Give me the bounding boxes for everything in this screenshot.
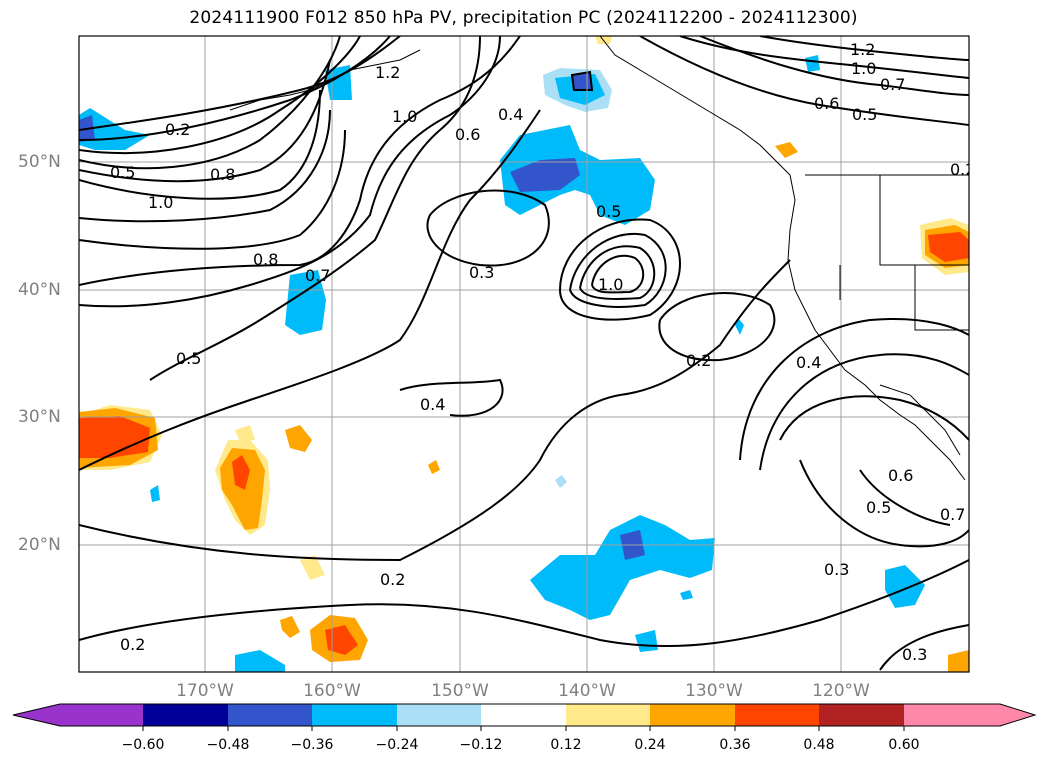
contour-label: 0.4 (420, 395, 445, 414)
contour-label: 0.8 (210, 165, 235, 184)
colorbar-bin (735, 704, 819, 726)
contour-label: 1.0 (851, 59, 876, 78)
lat-label-30n: 30°N (18, 407, 61, 427)
colorbar-tick-label: −0.12 (459, 737, 503, 753)
contour-label: 0.5 (596, 202, 621, 221)
colorbar-tick-label: −0.36 (290, 737, 334, 753)
contour-label: 0.6 (814, 94, 839, 113)
lat-label-40n: 40°N (18, 280, 61, 300)
contour-label: 0.2 (380, 570, 405, 589)
colorbar-ticks (142, 726, 905, 731)
contour-label: 0.2 (686, 351, 711, 370)
colorbar-tick-label: −0.48 (206, 737, 250, 753)
map-frame (78, 35, 970, 673)
contour-label: 0.4 (498, 105, 523, 124)
contour-label: 1.0 (598, 275, 623, 294)
contour-label: 0.3 (469, 263, 494, 282)
colorbar-bin (228, 704, 312, 726)
colorbar-tick-label: 0.24 (634, 737, 666, 753)
lon-label-120w: 120°W (812, 681, 870, 701)
map-title: 2024111900 F012 850 hPa PV, precipitatio… (189, 8, 858, 28)
lon-label-140w: 140°W (558, 681, 616, 701)
colorbar-bin (13, 704, 143, 726)
colorbar-tick-label: −0.24 (375, 737, 419, 753)
contour-label: 1.2 (850, 40, 875, 59)
colorbar-bin (904, 704, 1035, 726)
contour-label: 0.6 (455, 125, 480, 144)
colorbar-bin (819, 704, 904, 726)
pv-contours (79, 36, 969, 671)
colorbar-tick-label: −0.60 (121, 737, 165, 753)
colorbar-bin (481, 704, 566, 726)
lat-label-20n: 20°N (18, 535, 61, 555)
contour-label: 0.4 (796, 353, 821, 372)
contour-label: 0.6 (888, 466, 913, 485)
contour-label: 0.7 (305, 266, 330, 285)
lon-label-160w: 160°W (303, 681, 361, 701)
lon-label-170w: 170°W (176, 681, 234, 701)
colorbar-tick-label: 0.60 (888, 737, 920, 753)
colorbar-tick-label: 0.12 (550, 737, 582, 753)
contour-label: 0.5 (176, 349, 201, 368)
contour-label: 0.7 (880, 75, 905, 94)
contour-labels: 1.0 0.8 0.7 0.5 0.3 1.0 0.5 1.0 0.2 1.2 … (110, 40, 975, 664)
colorbar-bin (566, 704, 650, 726)
lon-label-130w: 130°W (685, 681, 743, 701)
colorbar-bin (650, 704, 735, 726)
colorbar-bin (143, 704, 228, 726)
colorbar-tick-label: 0.48 (803, 737, 835, 753)
colorbar-bin (312, 704, 397, 726)
lon-label-150w: 150°W (431, 681, 489, 701)
contour-label: 0.3 (902, 645, 927, 664)
contour-label: 0.3 (824, 560, 849, 579)
colorbar-bin (397, 704, 481, 726)
contour-label: 1.0 (148, 193, 173, 212)
contour-label: 0.5 (866, 498, 891, 517)
precip-positive-areas (79, 36, 969, 672)
contour-label: 0.2 (165, 120, 190, 139)
lat-label-50n: 50°N (18, 152, 61, 172)
contour-label: 0.8 (253, 250, 278, 269)
contour-label: 0.5 (852, 105, 877, 124)
contour-label: 1.0 (392, 107, 417, 126)
contour-label: 0.2 (950, 160, 975, 179)
contour-label: 1.2 (375, 63, 400, 82)
contour-label: 0.5 (110, 163, 135, 182)
coastlines (229, 36, 969, 481)
colorbar-tick-label: 0.36 (719, 737, 751, 753)
contour-label: 0.7 (940, 505, 965, 524)
contour-label: 0.2 (120, 635, 145, 654)
